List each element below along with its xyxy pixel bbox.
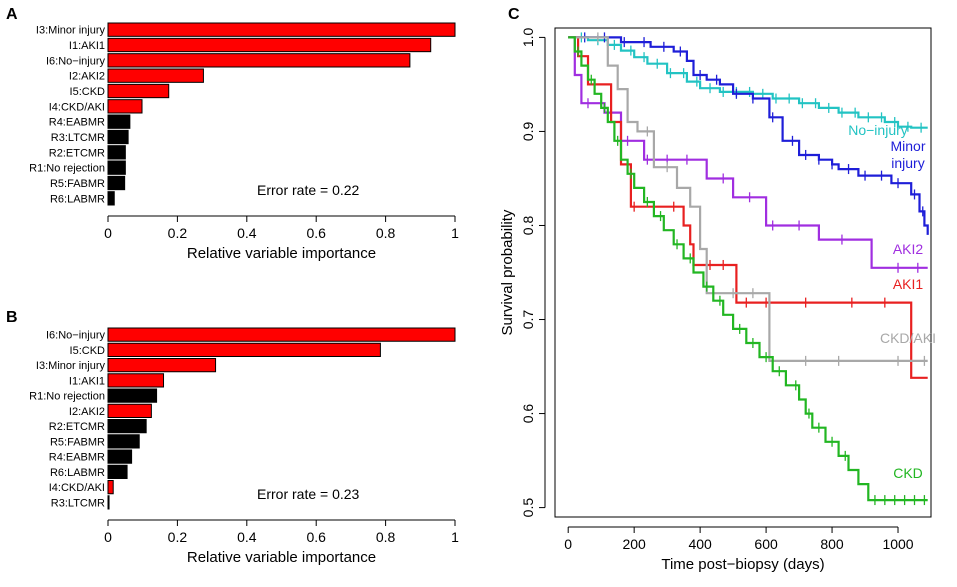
bar	[107, 145, 126, 160]
error-rate-annotation: Error rate = 0.23	[257, 486, 360, 502]
curve-label: CKD/AKI	[880, 330, 936, 346]
x-tick-label: 0	[564, 536, 572, 552]
x-tick-label: 400	[688, 536, 712, 552]
y-tick-label: 0.5	[520, 498, 536, 518]
bar-label: I6:No−injury	[46, 330, 106, 342]
bar	[107, 403, 152, 418]
bar-label: R6:LABMR	[50, 467, 105, 479]
bar-label: I4:CKD/AKI	[49, 101, 105, 113]
curve-label: AKI1	[893, 276, 924, 292]
y-tick-label: 1.0	[520, 27, 536, 47]
bar-chart-b: I6:No−injury I5:CKD I3:Minor injury I1:AKI1…	[29, 327, 459, 566]
bar-label: R5:FABMR	[50, 178, 105, 190]
bar	[107, 175, 126, 191]
bar-label: I5:CKD	[70, 345, 106, 357]
survival-curve	[568, 36, 928, 269]
curve-label: AKI2	[893, 241, 924, 257]
y-tick-label: 0.6	[520, 404, 536, 424]
x-axis-title: Relative variable importance	[187, 549, 376, 566]
bar	[107, 37, 432, 53]
bar-label: I1:AKI1	[69, 40, 105, 52]
bar-label: R3:LTCMR	[51, 132, 105, 144]
y-axis-title: Survival probability	[499, 209, 516, 335]
bar-chart-a: I3:Minor injury I1:AKI1 I6:No−injury I2:AKI…	[29, 22, 459, 262]
bar-label: R4:EABMR	[49, 452, 105, 464]
bar	[107, 191, 115, 206]
x-tick-label: 200	[622, 536, 646, 552]
x-axis-title: Time post−biopsy (days)	[661, 556, 824, 573]
x-axis-title: Relative variable importance	[187, 245, 376, 262]
bar	[107, 495, 110, 510]
bar	[107, 373, 165, 388]
bar-label: R1:No rejection	[29, 163, 105, 175]
x-tick-label: 1	[451, 225, 459, 241]
x-tick-label: 0.6	[306, 225, 326, 241]
bar-label: R1:No rejection	[29, 391, 105, 403]
bar	[107, 160, 126, 175]
bar-label: I3:Minor injury	[36, 360, 106, 372]
survival-curve	[568, 36, 928, 502]
bar-label: R2:ETCMR	[49, 147, 105, 159]
bar	[107, 388, 158, 403]
bar-label: R4:EABMR	[49, 117, 105, 129]
panel-letter-b: B	[6, 309, 18, 326]
bar-label: I2:AKI2	[69, 71, 105, 83]
bar	[107, 434, 140, 449]
bar-label: R5:FABMR	[50, 436, 105, 448]
y-tick-label: 0.7	[520, 310, 536, 330]
x-tick-label: 0.2	[168, 529, 188, 545]
curve-label: CKD	[893, 465, 923, 481]
survival-curve	[568, 36, 929, 235]
survival-chart-c: 0 200 400 600 800 1000 Time post−biopsy (days)…	[499, 27, 936, 573]
curve-label: injury	[891, 155, 924, 171]
bar	[107, 419, 147, 434]
bar	[107, 53, 411, 68]
x-tick-label: 800	[820, 536, 844, 552]
survival-curve	[568, 36, 928, 129]
x-tick-label: 0.4	[237, 529, 257, 545]
survival-curve	[568, 36, 928, 362]
bar-label: I6:No−injury	[46, 55, 106, 67]
bar	[107, 327, 456, 342]
x-tick-label: 1	[451, 529, 459, 545]
bar	[107, 83, 170, 99]
bar	[107, 342, 381, 357]
bar	[107, 358, 217, 373]
x-tick-label: 1000	[882, 536, 913, 552]
bar	[107, 480, 114, 495]
x-tick-label: 0.8	[376, 529, 396, 545]
x-tick-label: 0.6	[306, 529, 326, 545]
curve-label: Minor	[890, 138, 925, 154]
y-tick-label: 0.9	[520, 122, 536, 142]
bar	[107, 449, 133, 464]
bar-label: I2:AKI2	[69, 406, 105, 418]
bar-label: I3:Minor injury	[36, 25, 106, 37]
bar-label: I1:AKI1	[69, 375, 105, 387]
bar-label: I5:CKD	[70, 86, 106, 98]
bar	[107, 464, 128, 479]
panel-letter-a: A	[6, 6, 18, 23]
x-tick-label: 0	[104, 225, 112, 241]
curve-label: No−injury	[848, 122, 908, 138]
x-tick-label: 0.8	[376, 225, 396, 241]
x-tick-label: 600	[754, 536, 778, 552]
x-tick-label: 0.2	[168, 225, 188, 241]
bar-label: R3:LTCMR	[51, 497, 105, 509]
x-tick-label: 0.4	[237, 225, 257, 241]
bar	[107, 68, 204, 83]
plot-frame	[554, 27, 932, 518]
x-tick-label: 0	[104, 529, 112, 545]
panel-letter-c: C	[508, 6, 520, 23]
bar-label: R2:ETCMR	[49, 421, 105, 433]
bar	[107, 99, 143, 114]
y-tick-label: 0.8	[520, 216, 536, 236]
bar	[107, 22, 456, 37]
bar-label: R6:LABMR	[50, 193, 105, 205]
error-rate-annotation: Error rate = 0.22	[257, 182, 360, 198]
bar	[107, 114, 131, 129]
bar	[107, 129, 129, 145]
bar-label: I4:CKD/AKI	[49, 482, 105, 494]
